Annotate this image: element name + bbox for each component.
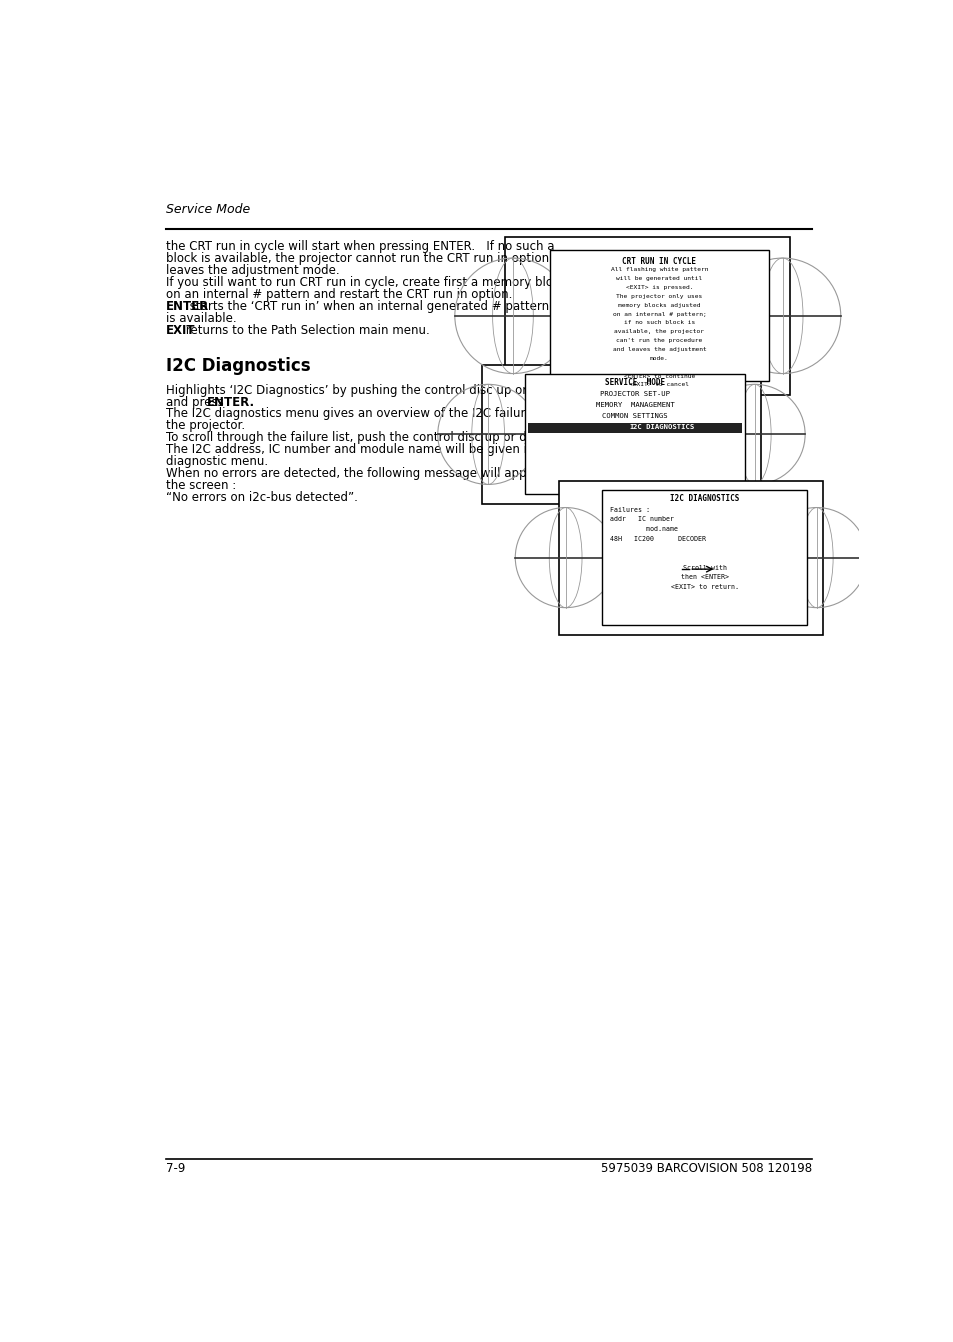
Text: and press: and press bbox=[166, 396, 227, 408]
Text: COMMON SETTINGS: COMMON SETTINGS bbox=[601, 413, 667, 419]
Text: Failures :: Failures : bbox=[609, 507, 649, 513]
Text: EXIT: EXIT bbox=[166, 323, 195, 337]
Text: All flashing white pattern: All flashing white pattern bbox=[610, 267, 707, 272]
Text: <ENTER> to continue: <ENTER> to continue bbox=[623, 373, 695, 378]
Text: <EXIT> to cancel: <EXIT> to cancel bbox=[629, 382, 689, 388]
Text: mode.: mode. bbox=[649, 356, 668, 361]
Text: addr   IC number: addr IC number bbox=[609, 517, 673, 522]
Bar bbox=[481, 365, 760, 503]
Text: block is available, the projector cannot run the CRT run in option and: block is available, the projector cannot… bbox=[166, 252, 575, 266]
Bar bbox=[550, 251, 768, 381]
Text: The I2C diagnostics menu gives an overview of the I2C failures inside: The I2C diagnostics menu gives an overvi… bbox=[166, 408, 577, 420]
Text: <EXIT> is pressed.: <EXIT> is pressed. bbox=[625, 285, 693, 290]
Text: the projector.: the projector. bbox=[166, 419, 245, 432]
Text: returns to the Path Selection main menu.: returns to the Path Selection main menu. bbox=[182, 323, 430, 337]
Text: memory blocks adjusted: memory blocks adjusted bbox=[618, 303, 700, 307]
Text: Scroll with: Scroll with bbox=[682, 565, 726, 570]
Text: mod.name: mod.name bbox=[609, 526, 678, 531]
Text: on an internal # pattern;: on an internal # pattern; bbox=[612, 311, 705, 317]
Bar bbox=[524, 374, 744, 494]
Text: available, the projector: available, the projector bbox=[614, 329, 703, 334]
Text: MEMORY  MANAGEMENT: MEMORY MANAGEMENT bbox=[595, 403, 674, 408]
Text: diagnostic menu.: diagnostic menu. bbox=[166, 455, 268, 468]
Bar bbox=[558, 480, 822, 635]
Text: I2C DIAGNOSTICS: I2C DIAGNOSTICS bbox=[669, 494, 739, 503]
Text: SERVICE  MODE: SERVICE MODE bbox=[604, 378, 664, 388]
Text: 2C DIAGNOSTICS: 2C DIAGNOSTICS bbox=[633, 424, 694, 429]
Text: the screen :: the screen : bbox=[166, 479, 235, 493]
Bar bbox=[527, 423, 741, 433]
Text: To scroll through the failure list, push the control disc up or down.: To scroll through the failure list, push… bbox=[166, 431, 554, 444]
Text: Highlights ‘I2C Diagnostics’ by pushing the control disc up or down: Highlights ‘I2C Diagnostics’ by pushing … bbox=[166, 384, 562, 397]
Text: ENTER: ENTER bbox=[166, 301, 209, 313]
Text: I2C Diagnostics: I2C Diagnostics bbox=[166, 357, 310, 376]
Text: PROJECTOR SET-UP: PROJECTOR SET-UP bbox=[599, 392, 669, 397]
Text: leaves the adjustment mode.: leaves the adjustment mode. bbox=[166, 264, 339, 278]
Text: When no errors are detected, the following message will appear on: When no errors are detected, the followi… bbox=[166, 467, 563, 480]
Text: is available.: is available. bbox=[166, 311, 236, 325]
Text: Service Mode: Service Mode bbox=[166, 204, 250, 216]
Text: the CRT run in cycle will start when pressing ENTER.   If no such a: the CRT run in cycle will start when pre… bbox=[166, 240, 554, 254]
Text: 48H   IC200      DECODER: 48H IC200 DECODER bbox=[609, 535, 705, 542]
Text: <EXIT> to return.: <EXIT> to return. bbox=[670, 584, 738, 589]
Text: 5975039 BARCOVISION 508 120198: 5975039 BARCOVISION 508 120198 bbox=[600, 1162, 811, 1176]
Bar bbox=[505, 236, 790, 395]
Text: then <ENTER>: then <ENTER> bbox=[680, 574, 728, 580]
Text: can't run the procedure: can't run the procedure bbox=[616, 338, 701, 344]
Text: The projector only uses: The projector only uses bbox=[616, 294, 701, 299]
Text: on an internal # pattern and restart the CRT run in option.: on an internal # pattern and restart the… bbox=[166, 289, 512, 301]
Text: will be generated until: will be generated until bbox=[616, 276, 701, 282]
Text: 7-9: 7-9 bbox=[166, 1162, 185, 1176]
Text: “No errors on i2c-bus detected”.: “No errors on i2c-bus detected”. bbox=[166, 491, 357, 505]
Text: The I2C address, IC number and module name will be given in I2C: The I2C address, IC number and module na… bbox=[166, 443, 557, 456]
Text: If you still want to run CRT run in cycle, create first a memory block: If you still want to run CRT run in cycl… bbox=[166, 276, 565, 289]
Text: and leaves the adjustment: and leaves the adjustment bbox=[612, 348, 705, 352]
Text: ENTER.: ENTER. bbox=[207, 396, 254, 408]
Bar bbox=[601, 490, 806, 625]
Text: starts the ‘CRT run in’ when an internal generated # pattern: starts the ‘CRT run in’ when an internal… bbox=[186, 301, 549, 313]
Text: if no such block is: if no such block is bbox=[623, 321, 695, 325]
Text: CRT RUN IN CYCLE: CRT RUN IN CYCLE bbox=[621, 256, 696, 266]
Text: I: I bbox=[628, 424, 633, 429]
